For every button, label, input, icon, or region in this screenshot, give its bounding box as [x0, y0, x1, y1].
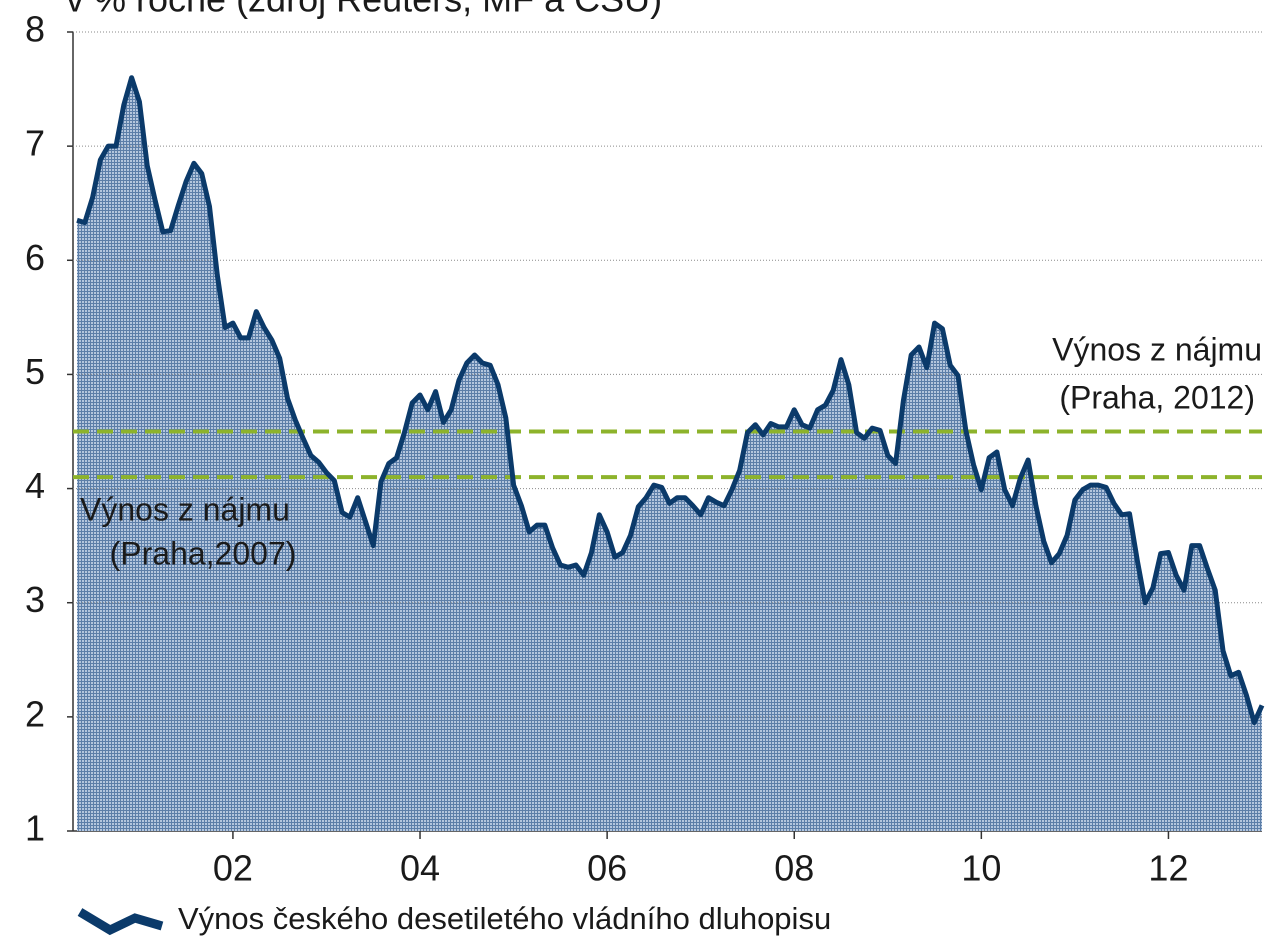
y-tick-label: 2	[25, 693, 45, 734]
x-tick-label: 08	[774, 848, 814, 889]
legend-label: Výnos českého desetiletého vládního dluh…	[178, 901, 831, 936]
y-tick-label: 7	[25, 123, 45, 164]
x-tick-label: 04	[400, 848, 440, 889]
y-tick-label: 1	[25, 808, 45, 849]
y-tick-label: 5	[25, 351, 45, 392]
y-tick-label: 4	[25, 465, 45, 506]
x-tick-label: 06	[587, 848, 627, 889]
y-tick-label: 3	[25, 579, 45, 620]
annotation: (Praha, 2012)	[1059, 379, 1255, 415]
chart-title: v % ročně (zdroj Reuters, MF a ČSÚ)	[66, 0, 662, 20]
series-line	[76, 75, 1265, 726]
annotation: (Praha,2007)	[110, 535, 297, 571]
y-tick-label: 8	[25, 9, 45, 50]
area-fill	[77, 77, 1262, 831]
x-tick-label: 12	[1148, 848, 1188, 889]
legend-swatch	[77, 908, 164, 936]
annotation: Výnos z nájmu	[1052, 331, 1262, 367]
x-tick-label: 10	[961, 848, 1001, 889]
x-tick-label: 02	[213, 848, 253, 889]
y-tick-label: 6	[25, 237, 45, 278]
annotation: Výnos z nájmu	[80, 491, 290, 527]
